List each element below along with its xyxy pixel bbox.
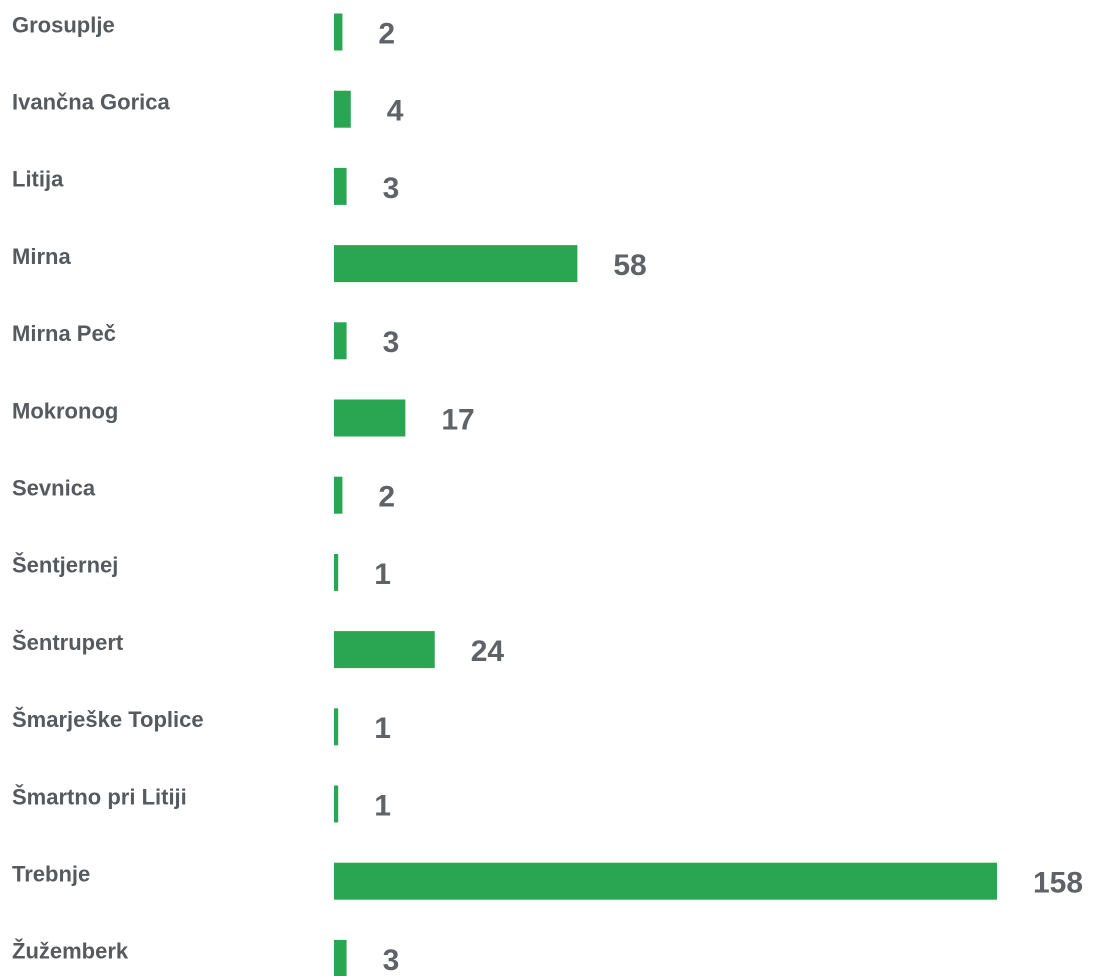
value-label: 2 [378,17,395,50]
category-label: Trebnje [12,862,90,887]
category-label: Litija [12,167,64,192]
category-label: Ivančna Gorica [12,90,171,115]
value-label: 2 [378,481,395,514]
bar [334,476,343,514]
category-label: Šmartno pri Litiji [12,784,187,809]
bar [334,90,351,128]
value-label: 1 [374,789,391,822]
category-label: Sevnica [12,476,96,501]
bar [334,862,997,900]
bar [334,245,578,283]
value-label: 58 [613,249,646,282]
category-label: Šmarješke Toplice [12,707,204,732]
value-label: 3 [383,172,400,205]
category-label: Grosuplje [12,12,115,37]
value-label: 1 [374,558,391,591]
value-label: 17 [441,403,474,436]
value-label: 3 [383,326,400,359]
category-label: Šentrupert [12,630,124,655]
category-label: Mirna [12,244,71,269]
bar [334,553,339,591]
bar [334,167,347,205]
bar [334,399,406,437]
category-label: Žužemberk [12,939,129,964]
value-label: 4 [387,95,404,128]
value-label: 1 [374,712,391,745]
category-label: Mirna Peč [12,321,116,346]
bar [334,322,347,360]
category-label: Mokronog [12,398,118,423]
value-label: 3 [383,944,400,976]
bar [334,631,435,669]
bar [334,708,339,746]
value-label: 24 [471,635,505,668]
bar [334,13,343,51]
bar [334,939,347,976]
category-label: Šentjernej [12,553,118,578]
value-label: 158 [1033,867,1083,900]
bar [334,785,339,823]
